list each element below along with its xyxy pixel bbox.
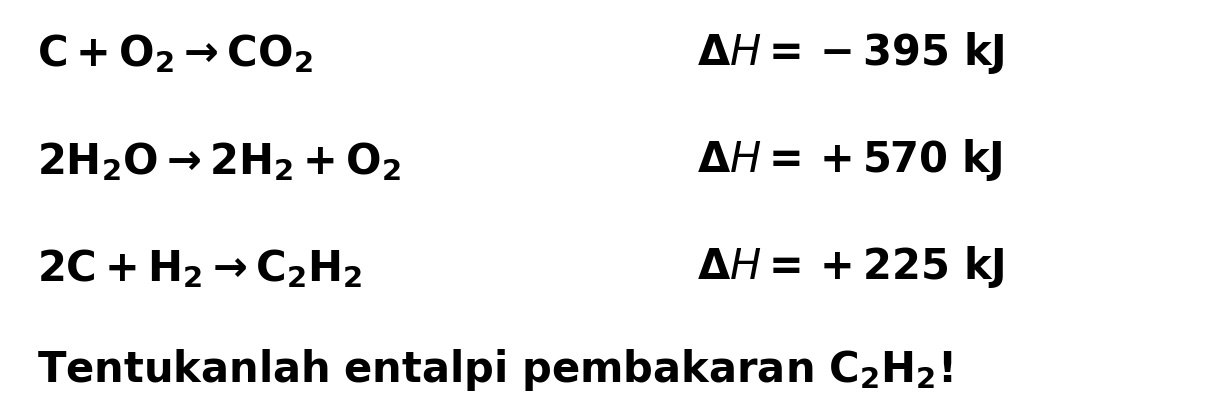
Text: $\mathbf{C + O_2 \rightarrow CO_2}$: $\mathbf{C + O_2 \rightarrow CO_2}$ xyxy=(37,33,313,76)
Text: $\mathbf{\Delta}\mathit{H}\mathbf{ = +570\ kJ}$: $\mathbf{\Delta}\mathit{H}\mathbf{ = +57… xyxy=(698,137,1002,183)
Text: $\mathbf{2C + H_2 \rightarrow C_2H_2}$: $\mathbf{2C + H_2 \rightarrow C_2H_2}$ xyxy=(37,247,363,290)
Text: $\mathbf{2H_2O \rightarrow 2H_2 + O_2}$: $\mathbf{2H_2O \rightarrow 2H_2 + O_2}$ xyxy=(37,140,401,183)
Text: $\mathbf{\Delta}\mathit{H}\mathbf{ = +225\ kJ}$: $\mathbf{\Delta}\mathit{H}\mathbf{ = +22… xyxy=(698,244,1005,290)
Text: $\mathbf{Tentukanlah\ entalpi\ pembakaran\ C_2H_2!}$: $\mathbf{Tentukanlah\ entalpi\ pembakara… xyxy=(37,347,953,393)
Text: $\mathbf{\Delta}\mathit{H}\mathbf{ = -395\ kJ}$: $\mathbf{\Delta}\mathit{H}\mathbf{ = -39… xyxy=(698,29,1005,76)
